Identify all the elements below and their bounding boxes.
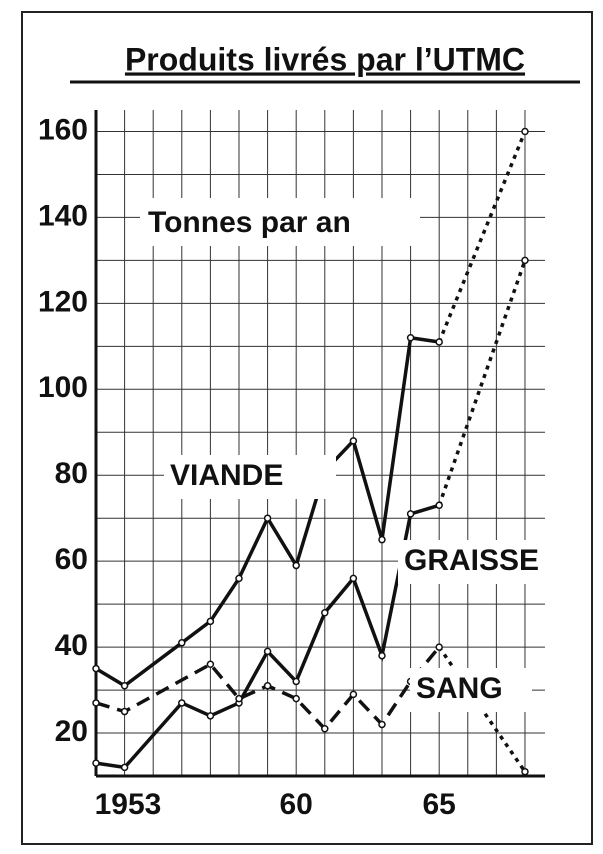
- series-line: [95, 335, 440, 688]
- data-point: [349, 574, 358, 583]
- data-point: [292, 694, 300, 703]
- data-point: [263, 682, 272, 690]
- y-tick-label: 140: [38, 199, 88, 232]
- series-label: SANG: [416, 672, 503, 705]
- data-point: [321, 724, 329, 733]
- data-point: [378, 651, 386, 660]
- data-point: [521, 767, 529, 776]
- data-point: [349, 690, 358, 699]
- series-label: GRAISSE: [404, 544, 539, 577]
- data-point: [521, 256, 529, 265]
- data-point: [349, 437, 358, 445]
- data-point: [92, 699, 100, 707]
- projection-line: [437, 259, 527, 506]
- data-point: [292, 561, 300, 570]
- data-point: [292, 677, 300, 686]
- data-point: [120, 682, 129, 690]
- x-tick-label: 65: [422, 788, 455, 821]
- data-point: [435, 501, 443, 510]
- data-point: [120, 707, 129, 716]
- data-point: [435, 338, 443, 346]
- data-point: [521, 127, 529, 136]
- series-label-bg: [398, 540, 570, 584]
- y-tick-label: 60: [55, 543, 88, 576]
- data-point: [178, 639, 186, 647]
- data-point: [235, 574, 243, 583]
- data-point: [263, 514, 272, 522]
- data-point: [235, 694, 243, 703]
- data-point: [406, 333, 415, 342]
- annotation-bg: [140, 198, 420, 246]
- data-point: [206, 660, 215, 669]
- annotation: Tonnes par an: [148, 206, 351, 239]
- chart-title: Produits livrés par l’UTMC: [125, 41, 525, 77]
- data-point: [378, 720, 386, 729]
- series-label-bg: [164, 455, 336, 499]
- y-tick-label: 80: [55, 457, 88, 490]
- y-tick-label: 40: [55, 629, 88, 662]
- projection-line: [437, 130, 527, 343]
- data-point: [206, 617, 215, 626]
- frame: [21, 11, 593, 845]
- series-line: [95, 645, 441, 732]
- x-tick-label: 60: [280, 788, 313, 821]
- y-tick-label: 100: [38, 371, 88, 404]
- data-point: [92, 759, 100, 767]
- data-point: [92, 664, 100, 673]
- data-point: [206, 712, 215, 720]
- data-point: [321, 608, 329, 617]
- y-tick-label: 160: [38, 113, 88, 146]
- data-point: [406, 510, 415, 518]
- y-tick-label: 20: [55, 715, 88, 748]
- data-point: [263, 647, 272, 656]
- series-label-bg: [410, 668, 532, 712]
- x-tick-label: 1953: [95, 788, 162, 821]
- data-point: [435, 643, 443, 651]
- y-tick-label: 120: [38, 285, 88, 318]
- data-point: [178, 699, 186, 707]
- data-point: [378, 535, 386, 544]
- series-line: [95, 503, 440, 770]
- series-label: VIANDE: [170, 459, 283, 492]
- data-point: [120, 763, 129, 772]
